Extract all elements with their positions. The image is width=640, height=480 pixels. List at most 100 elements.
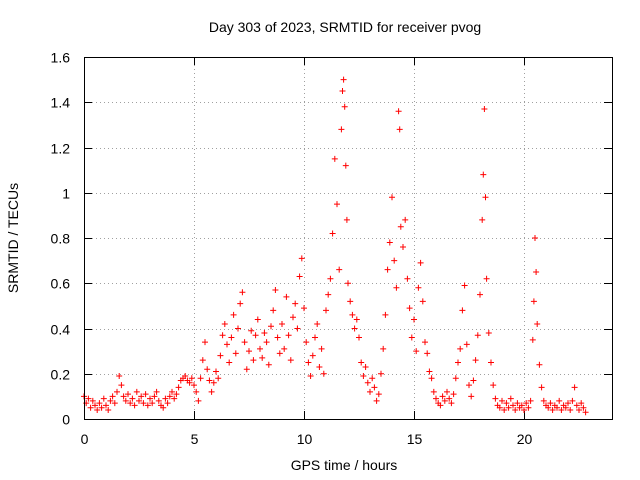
data-point — [210, 379, 217, 386]
data-point — [171, 395, 178, 402]
data-point — [466, 382, 472, 389]
data-point — [408, 334, 415, 341]
data-point — [395, 108, 402, 115]
data-point — [547, 400, 554, 407]
data-point — [571, 384, 578, 391]
data-point — [393, 284, 400, 291]
data-point — [226, 359, 233, 366]
data-point — [573, 402, 580, 409]
data-point — [305, 359, 312, 366]
data-point — [153, 388, 160, 395]
data-point — [122, 397, 129, 404]
data-point — [254, 316, 261, 323]
data-point — [142, 391, 149, 398]
y-tick-label: 1.2 — [51, 141, 71, 157]
data-point — [417, 259, 424, 266]
data-point — [338, 126, 345, 133]
data-point — [155, 397, 162, 404]
data-point — [386, 239, 393, 246]
x-tick-label: 10 — [297, 431, 313, 447]
y-tick-label: 1.4 — [51, 95, 71, 111]
data-point — [173, 391, 180, 398]
data-point — [96, 400, 103, 407]
data-point — [331, 155, 338, 162]
data-point — [166, 393, 173, 400]
data-point — [208, 388, 215, 395]
data-point — [270, 307, 277, 314]
data-point — [576, 406, 582, 413]
data-point — [400, 244, 406, 251]
data-point — [569, 397, 576, 404]
data-point — [441, 397, 448, 404]
data-point — [309, 352, 316, 359]
data-point — [109, 393, 116, 400]
grid — [84, 57, 612, 419]
data-point — [327, 275, 334, 282]
data-point — [349, 311, 356, 318]
data-point — [415, 284, 422, 291]
data-point — [336, 266, 343, 273]
data-point — [529, 336, 536, 343]
data-point — [147, 395, 153, 402]
data-point — [312, 334, 318, 341]
data-point — [556, 397, 563, 404]
data-point — [329, 230, 336, 237]
data-point — [492, 395, 499, 402]
data-point — [281, 345, 288, 352]
data-point — [452, 375, 459, 382]
data-point — [341, 103, 348, 110]
data-point — [250, 357, 257, 364]
data-point — [138, 393, 145, 400]
data-point — [111, 400, 118, 407]
data-point — [413, 348, 420, 355]
data-point — [483, 275, 490, 282]
data-point — [527, 397, 534, 404]
data-point — [468, 393, 475, 400]
data-point — [351, 325, 358, 332]
data-point — [294, 325, 301, 332]
data-point — [530, 298, 537, 305]
y-axis-label: SRMTID / TECUs — [5, 183, 21, 293]
data-point — [314, 320, 321, 327]
data-point — [518, 402, 525, 409]
data-point — [169, 388, 175, 395]
data-point — [94, 406, 101, 413]
y-tick-label: 0 — [62, 412, 70, 428]
data-point — [549, 406, 556, 413]
data-point — [246, 348, 252, 355]
data-point — [89, 397, 96, 404]
data-point — [501, 406, 508, 413]
data-point — [274, 334, 281, 341]
data-point — [199, 357, 206, 364]
data-point — [248, 327, 255, 334]
data-point — [131, 402, 138, 409]
data-point — [125, 391, 131, 398]
data-point — [347, 298, 354, 305]
data-point — [533, 268, 540, 275]
data-point — [283, 293, 290, 300]
data-point — [265, 361, 272, 368]
data-point — [103, 402, 109, 409]
data-point — [140, 400, 147, 407]
data-point — [120, 393, 127, 400]
data-point — [437, 402, 444, 409]
data-point — [323, 307, 329, 314]
data-point — [558, 406, 565, 413]
data-point — [107, 397, 114, 404]
data-point — [525, 404, 532, 411]
data-point — [228, 334, 235, 341]
data-point — [446, 395, 453, 402]
data-point — [186, 379, 193, 386]
data-point — [444, 388, 450, 395]
data-point — [193, 388, 200, 395]
data-point — [507, 395, 514, 402]
x-tick-label: 5 — [191, 431, 199, 447]
data-point — [133, 388, 140, 395]
data-point — [339, 87, 346, 94]
data-point — [455, 359, 461, 366]
data-point — [470, 377, 477, 384]
y-tick-label: 0.8 — [51, 231, 71, 247]
data-point — [164, 400, 171, 407]
data-point — [206, 377, 213, 384]
data-point — [521, 406, 527, 413]
